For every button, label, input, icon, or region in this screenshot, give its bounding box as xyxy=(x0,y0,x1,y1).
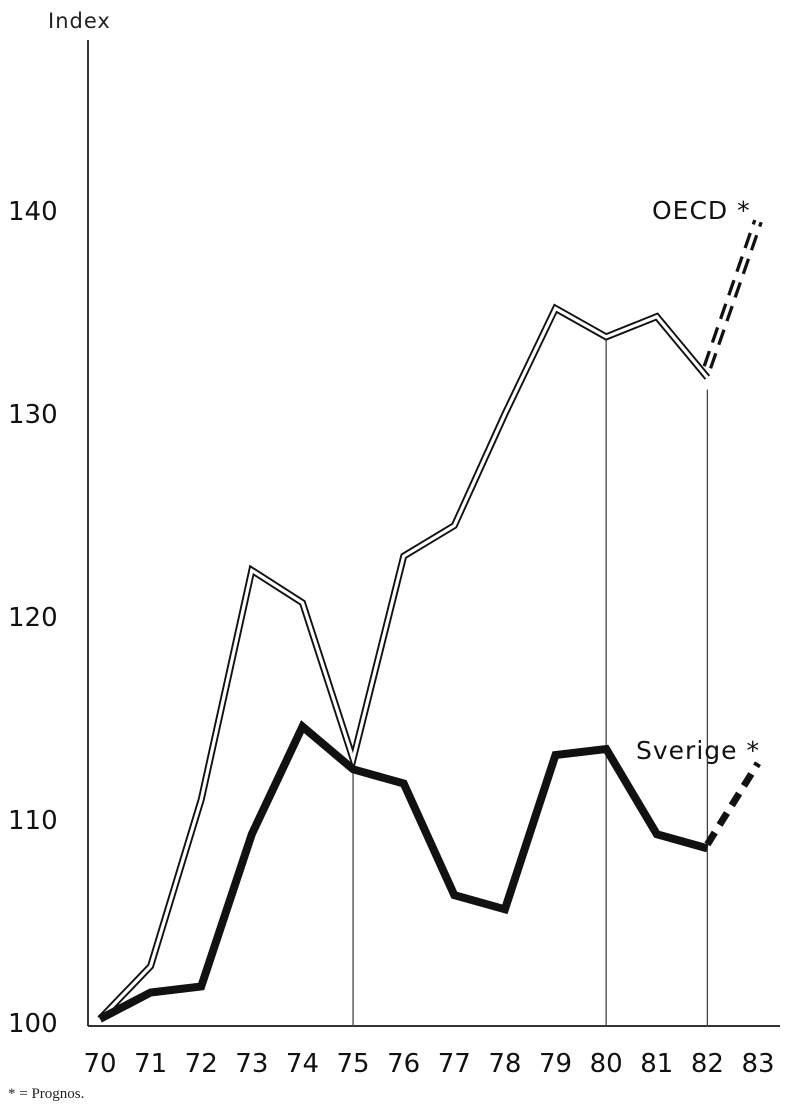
x-tick-label: 79 xyxy=(539,1049,572,1079)
axes xyxy=(87,40,780,1027)
series-label-sverige: Sverige * xyxy=(636,736,760,765)
series-line-oecd-outer xyxy=(97,303,711,1022)
x-tick-label: 72 xyxy=(185,1049,218,1079)
labels: Index 100 110 120 130 140 70 71 72 73 74 75 76 77 78 79… xyxy=(8,9,775,1079)
x-tick-label: 75 xyxy=(337,1049,370,1079)
y-tick-label: 120 xyxy=(8,603,58,633)
y-tick-label: 100 xyxy=(8,1009,58,1039)
x-tick-label: 82 xyxy=(691,1049,724,1079)
forecast-line-oecd-inner xyxy=(705,220,760,368)
series-label-oecd: OECD * xyxy=(652,196,751,225)
vertical-reference-lines xyxy=(352,336,709,1026)
footnote: * = Prognos. xyxy=(8,1086,85,1102)
series-line-sverige xyxy=(98,720,709,1023)
x-tick-label: 80 xyxy=(590,1049,623,1079)
y-tick-label: 140 xyxy=(8,197,58,227)
x-tick-label: 71 xyxy=(134,1049,167,1079)
x-tick-label: 70 xyxy=(83,1049,116,1079)
x-tick-label: 83 xyxy=(741,1049,774,1079)
y-tick-label: 110 xyxy=(8,806,58,836)
series-line-oecd-inner xyxy=(98,306,709,1021)
x-tick-label: 74 xyxy=(286,1049,319,1079)
y-axis-title: Index xyxy=(48,9,111,33)
x-tick-label: 78 xyxy=(488,1049,521,1079)
x-tick-label: 73 xyxy=(235,1049,268,1079)
forecast-line-sverige xyxy=(704,761,761,847)
y-tick-label: 130 xyxy=(8,400,58,430)
x-tick-label: 76 xyxy=(387,1049,420,1079)
x-tick-label: 77 xyxy=(438,1049,471,1079)
x-tick-label: 81 xyxy=(640,1049,673,1079)
series-lines xyxy=(97,219,763,1023)
